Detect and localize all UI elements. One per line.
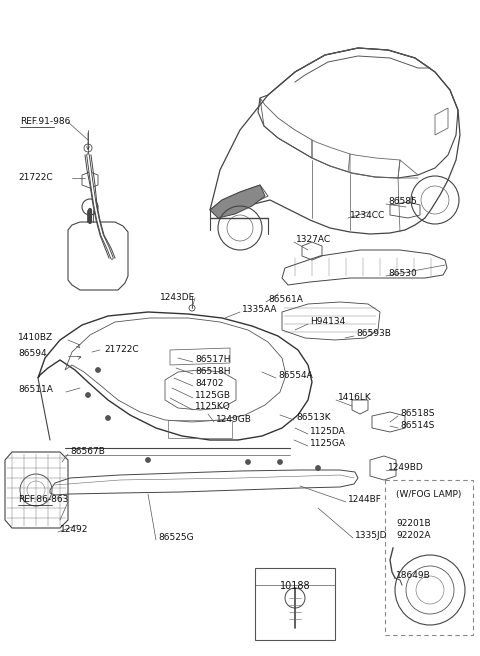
Text: 1125KQ: 1125KQ xyxy=(195,403,231,411)
Text: 86530: 86530 xyxy=(388,270,417,279)
Circle shape xyxy=(315,466,321,470)
Text: 1327AC: 1327AC xyxy=(296,236,331,245)
Text: REF.91-986: REF.91-986 xyxy=(20,117,71,127)
Text: H94134: H94134 xyxy=(310,318,345,327)
Text: 1410BZ: 1410BZ xyxy=(18,333,53,342)
Text: 10188: 10188 xyxy=(280,581,310,591)
Text: 86567B: 86567B xyxy=(70,447,105,457)
Text: 1125DA: 1125DA xyxy=(310,428,346,436)
Text: 86513K: 86513K xyxy=(296,413,331,422)
Text: 1249BD: 1249BD xyxy=(388,464,424,472)
Text: 86518S: 86518S xyxy=(400,409,434,419)
Text: 84702: 84702 xyxy=(195,380,224,388)
Text: (W/FOG LAMP): (W/FOG LAMP) xyxy=(396,489,461,499)
Text: 1249GB: 1249GB xyxy=(216,415,252,424)
Text: 18649B: 18649B xyxy=(396,571,431,579)
Text: REF.86-863: REF.86-863 xyxy=(18,495,68,504)
Text: 1244BF: 1244BF xyxy=(348,495,382,504)
Text: 86514S: 86514S xyxy=(400,422,434,430)
Polygon shape xyxy=(210,185,265,218)
Bar xyxy=(255,568,335,640)
Text: 86593B: 86593B xyxy=(356,329,391,338)
Bar xyxy=(385,480,473,635)
Text: 1243DE: 1243DE xyxy=(160,293,195,302)
Text: 1416LK: 1416LK xyxy=(338,394,372,403)
Text: 1125GB: 1125GB xyxy=(195,392,231,401)
Text: 92202A: 92202A xyxy=(396,531,431,541)
Text: 1335AA: 1335AA xyxy=(242,306,277,314)
Text: 86585: 86585 xyxy=(388,197,417,207)
Text: 86594: 86594 xyxy=(18,350,47,358)
Text: 21722C: 21722C xyxy=(18,173,53,182)
Circle shape xyxy=(106,415,110,420)
Text: 86554A: 86554A xyxy=(278,371,313,380)
Text: 1335JD: 1335JD xyxy=(355,531,387,541)
Text: 21722C: 21722C xyxy=(104,346,139,354)
Text: 86511A: 86511A xyxy=(18,386,53,394)
Text: 86561A: 86561A xyxy=(268,295,303,304)
Circle shape xyxy=(277,459,283,464)
Text: 12492: 12492 xyxy=(60,525,88,535)
Circle shape xyxy=(245,459,251,464)
Circle shape xyxy=(96,367,100,373)
Text: 1234CC: 1234CC xyxy=(350,211,385,220)
Text: 86518H: 86518H xyxy=(195,367,230,377)
Text: 92201B: 92201B xyxy=(396,520,431,529)
Circle shape xyxy=(85,392,91,398)
Text: 86517H: 86517H xyxy=(195,356,230,365)
Text: 1125GA: 1125GA xyxy=(310,440,346,449)
Text: 86525G: 86525G xyxy=(158,533,193,543)
Circle shape xyxy=(145,457,151,462)
